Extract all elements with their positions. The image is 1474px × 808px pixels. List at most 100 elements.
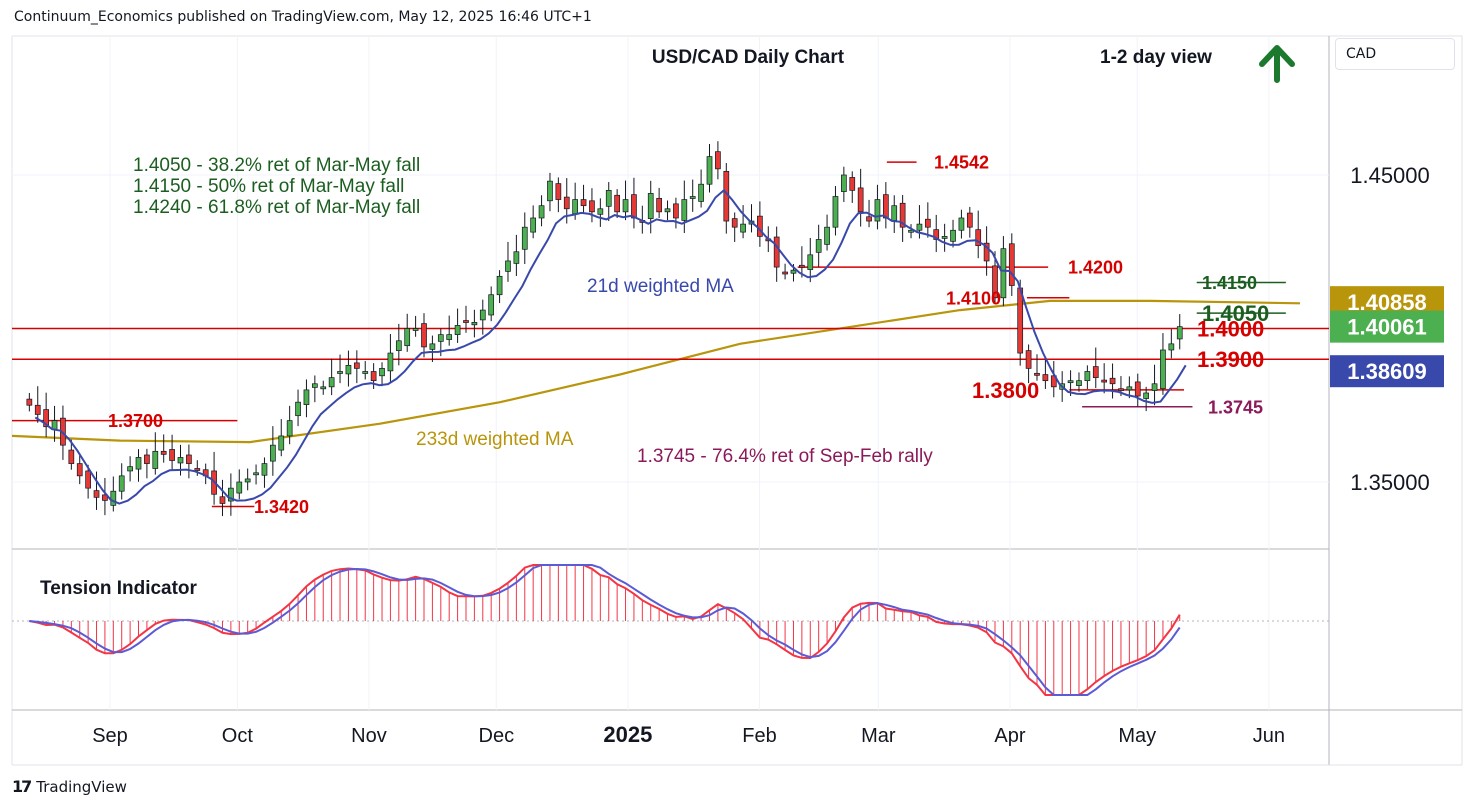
- candle-up: [471, 322, 478, 326]
- candle-down: [194, 468, 201, 471]
- candle-down: [43, 409, 49, 428]
- candle-up: [1000, 248, 1007, 299]
- candle-down: [656, 197, 662, 213]
- candle-up: [530, 217, 537, 233]
- candle-up: [1067, 380, 1074, 384]
- candle-up: [479, 309, 486, 321]
- level-label: 1.4100: [946, 288, 1001, 308]
- candle-up: [832, 196, 839, 228]
- candle-down: [1109, 377, 1116, 385]
- x-tick-label: Jun: [1253, 725, 1285, 747]
- candle-down: [589, 200, 595, 213]
- candle-up: [118, 475, 125, 492]
- candle-up: [379, 368, 385, 377]
- candle-up: [706, 156, 713, 185]
- x-tick-label: May: [1118, 725, 1156, 747]
- up-arrow-icon: [1259, 45, 1295, 83]
- candle-down: [983, 242, 990, 262]
- chart-title: USD/CAD Daily Chart: [652, 47, 845, 68]
- candle-down: [1042, 374, 1049, 382]
- candle-down: [857, 187, 864, 213]
- x-tick-label: Mar: [861, 725, 896, 747]
- annotation-618: 1.4240 - 61.8% ret of Mar-May fall: [133, 197, 420, 218]
- candle-up: [345, 364, 352, 375]
- candle-up: [177, 457, 184, 464]
- candle-down: [93, 490, 100, 498]
- tension-red-line: [29, 564, 1181, 696]
- view-label: 1-2 day view: [1100, 47, 1212, 68]
- level-label: 1.3800: [972, 378, 1039, 403]
- candle-down: [102, 494, 108, 501]
- candle-up: [1084, 371, 1091, 382]
- candle-up: [841, 174, 847, 192]
- candle-up: [51, 420, 58, 430]
- x-tick-label: Apr: [994, 725, 1025, 747]
- candle-down: [85, 470, 91, 489]
- publisher-line: Continuum_Economics published on Trading…: [14, 9, 592, 25]
- candle-down: [773, 236, 780, 268]
- level-lines: [12, 161, 1329, 508]
- candle-down: [1034, 372, 1040, 376]
- level-label: 1.4200: [1068, 258, 1123, 278]
- tradingview-logo[interactable]: 17 TradingView: [12, 777, 127, 796]
- candle-down: [144, 454, 150, 464]
- candle-up: [328, 377, 335, 388]
- candle-up: [1126, 386, 1133, 391]
- candle-up: [253, 472, 259, 476]
- candle-up: [362, 371, 369, 374]
- candle-up: [135, 457, 142, 470]
- candle-up: [404, 328, 411, 347]
- candle-up: [412, 328, 419, 331]
- candle-up: [916, 223, 923, 231]
- candle-up: [1176, 326, 1183, 340]
- axes: Sep Oct Nov Dec 2025 Feb Mar Apr May Jun 1.45000 1.…: [92, 163, 1430, 747]
- candle-up: [320, 386, 327, 390]
- candle-up: [950, 229, 956, 242]
- tension-label: Tension Indicator: [40, 578, 198, 599]
- y-tick-label: 1.35000: [1350, 470, 1430, 495]
- ma21-label: 21d weighted MA: [587, 276, 734, 297]
- candle-up: [790, 269, 797, 274]
- candle-up: [908, 229, 914, 233]
- candle-down: [975, 229, 982, 246]
- candle-up: [547, 180, 553, 202]
- chart-labels: 1.4000 1.3900 1.3700 1.3420 1.4542 1.4200 1.41…: [108, 45, 1444, 517]
- candle-up: [572, 199, 579, 215]
- candle-up: [446, 334, 453, 340]
- candle-up: [270, 444, 276, 462]
- price-tag-box: [1330, 355, 1444, 388]
- annotation-382: 1.4050 - 38.2% ret of Mar-May fall: [133, 155, 420, 176]
- candle-down: [463, 320, 469, 323]
- candle-up: [437, 334, 444, 342]
- price-tag-label: 1.40061: [1347, 315, 1427, 340]
- tension-indicator: Tension Indicator: [12, 564, 1329, 696]
- x-tick-label: Sep: [92, 725, 128, 747]
- candle-down: [1134, 381, 1141, 397]
- candle-up: [1160, 349, 1166, 390]
- candle-up: [1151, 383, 1158, 391]
- currency-selector[interactable]: CAD: [1335, 38, 1455, 70]
- candle-down: [849, 177, 856, 191]
- candle-down: [370, 371, 377, 382]
- candle-up: [110, 490, 117, 506]
- candle-down: [1025, 350, 1032, 369]
- x-tick-label: Dec: [479, 725, 515, 747]
- candle-down: [992, 265, 998, 299]
- candle-down: [169, 449, 175, 461]
- candle-down: [76, 463, 83, 477]
- candle-down: [34, 404, 41, 415]
- candle-down: [731, 218, 738, 228]
- candle-up: [597, 208, 604, 215]
- level-label: 1.4542: [934, 153, 989, 173]
- candle-up: [1076, 380, 1082, 386]
- candle-up: [824, 226, 830, 245]
- candle-down: [1017, 287, 1024, 354]
- candle-up: [244, 478, 251, 483]
- candle-down: [219, 496, 226, 504]
- candles: [26, 141, 1183, 517]
- candle-up: [740, 223, 746, 233]
- candle-up: [874, 199, 881, 222]
- candle-up: [387, 352, 394, 372]
- candle-up: [152, 450, 159, 469]
